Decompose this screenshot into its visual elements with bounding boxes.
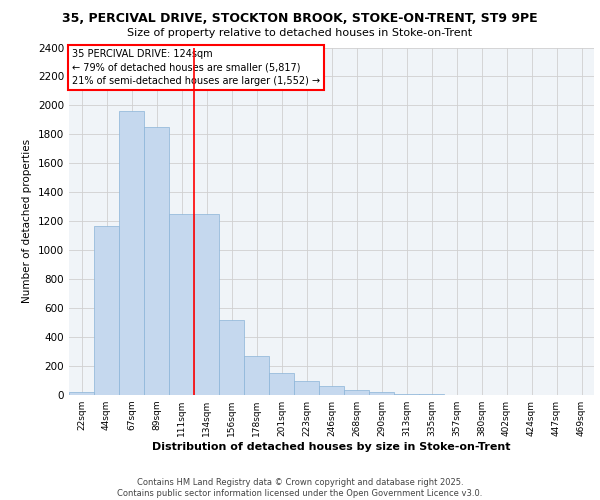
- Bar: [319, 386, 344, 395]
- X-axis label: Distribution of detached houses by size in Stoke-on-Trent: Distribution of detached houses by size …: [152, 442, 511, 452]
- Bar: [94, 226, 119, 395]
- Bar: [119, 111, 144, 395]
- Bar: [369, 392, 394, 395]
- Bar: [419, 394, 444, 395]
- Bar: [219, 320, 244, 395]
- Bar: [144, 127, 169, 395]
- Text: 35, PERCIVAL DRIVE, STOCKTON BROOK, STOKE-ON-TRENT, ST9 9PE: 35, PERCIVAL DRIVE, STOCKTON BROOK, STOK…: [62, 12, 538, 26]
- Bar: [344, 390, 369, 395]
- Bar: [269, 372, 294, 395]
- Bar: [69, 392, 94, 395]
- Bar: [294, 381, 319, 395]
- Bar: [169, 214, 194, 395]
- Text: 35 PERCIVAL DRIVE: 124sqm
← 79% of detached houses are smaller (5,817)
21% of se: 35 PERCIVAL DRIVE: 124sqm ← 79% of detac…: [71, 49, 320, 86]
- Bar: [244, 356, 269, 395]
- Bar: [394, 394, 419, 395]
- Bar: [194, 214, 219, 395]
- Text: Contains HM Land Registry data © Crown copyright and database right 2025.
Contai: Contains HM Land Registry data © Crown c…: [118, 478, 482, 498]
- Text: Size of property relative to detached houses in Stoke-on-Trent: Size of property relative to detached ho…: [127, 28, 473, 38]
- Y-axis label: Number of detached properties: Number of detached properties: [22, 139, 32, 304]
